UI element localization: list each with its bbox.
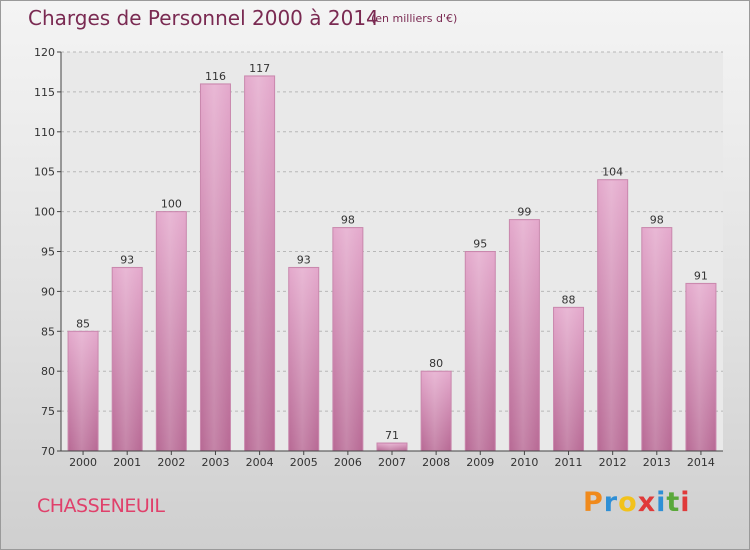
data-label: 98: [650, 214, 664, 227]
data-label: 95: [473, 238, 487, 251]
y-tick-label: 85: [41, 325, 55, 338]
x-tick-label: 2004: [246, 456, 274, 469]
logo-letter: r: [603, 487, 619, 518]
logo-letter: i: [656, 487, 667, 518]
y-tick-label: 80: [41, 365, 55, 378]
y-tick-label: 90: [41, 285, 55, 298]
data-label: 116: [205, 70, 226, 83]
data-label: 93: [297, 253, 311, 266]
y-tick-label: 95: [41, 246, 55, 259]
y-tick-label: 70: [41, 445, 55, 458]
data-label: 104: [602, 166, 623, 179]
x-tick-label: 2005: [290, 456, 318, 469]
data-label: 99: [517, 206, 531, 219]
bar-highlight: [378, 444, 406, 451]
bar-highlight: [554, 308, 583, 451]
x-tick-label: 2006: [334, 456, 362, 469]
logo-letter: i: [680, 487, 691, 518]
data-label: 88: [562, 293, 576, 306]
logo-letter: x: [637, 487, 657, 518]
data-label: 71: [385, 429, 399, 442]
bar-highlight: [289, 268, 318, 451]
logo-letter: P: [583, 487, 604, 518]
bar-highlight: [642, 228, 671, 451]
proxiti-logo: Proxiti: [583, 487, 691, 518]
x-tick-label: 2010: [510, 456, 538, 469]
logo-letter: t: [666, 487, 681, 518]
y-tick-label: 115: [34, 86, 55, 99]
chart-subtitle: (en milliers d'€): [371, 12, 458, 25]
data-label: 117: [249, 62, 270, 75]
bar-highlight: [686, 284, 715, 451]
data-label: 85: [76, 317, 90, 330]
logo-letter: o: [618, 487, 638, 518]
commune-name: CHASSENEUIL: [37, 495, 165, 517]
x-tick-label: 2003: [201, 456, 229, 469]
x-tick-label: 2013: [643, 456, 671, 469]
bar-highlight: [245, 76, 274, 451]
data-label: 93: [120, 253, 134, 266]
x-tick-label: 2001: [113, 456, 141, 469]
x-tick-label: 2008: [422, 456, 450, 469]
x-tick-label: 2014: [687, 456, 715, 469]
bar-highlight: [598, 180, 627, 451]
bar-highlight: [466, 252, 495, 451]
bar-highlight: [333, 228, 362, 451]
y-tick-label: 105: [34, 166, 55, 179]
bar-highlight: [69, 332, 98, 451]
data-label: 91: [694, 269, 708, 282]
y-tick-label: 110: [34, 126, 55, 139]
x-tick-label: 2011: [555, 456, 583, 469]
y-tick-label: 75: [41, 405, 55, 418]
chart-title: Charges de Personnel 2000 à 2014: [28, 6, 379, 30]
x-tick-label: 2000: [69, 456, 97, 469]
bar-highlight: [422, 372, 451, 451]
bar-highlight: [201, 84, 230, 452]
data-label: 100: [161, 198, 182, 211]
x-tick-label: 2007: [378, 456, 406, 469]
bar-highlight: [113, 268, 142, 451]
bar-highlight: [157, 212, 186, 451]
x-tick-label: 2009: [466, 456, 494, 469]
bar-highlight: [510, 220, 539, 451]
x-tick-label: 2002: [157, 456, 185, 469]
y-tick-label: 100: [34, 206, 55, 219]
data-label: 98: [341, 214, 355, 227]
y-tick-label: 120: [34, 46, 55, 59]
x-tick-label: 2012: [599, 456, 627, 469]
data-label: 80: [429, 357, 443, 370]
